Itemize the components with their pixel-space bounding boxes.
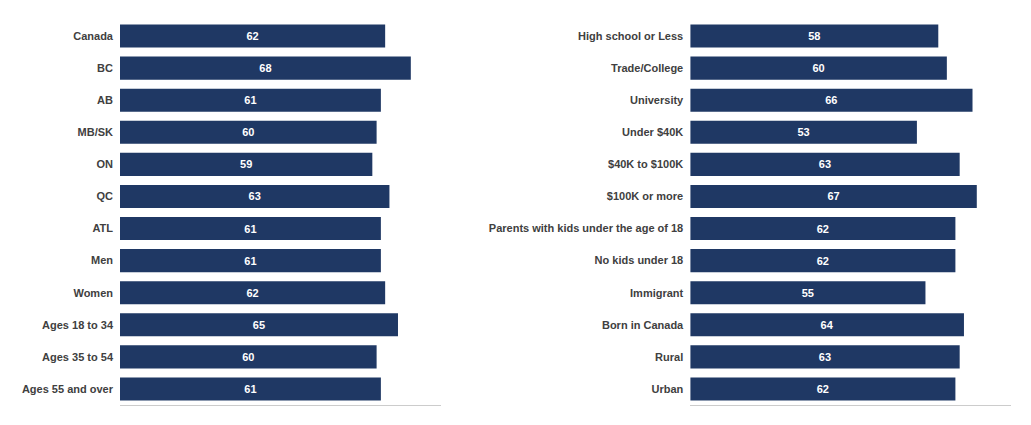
svg-text:Trade/College: Trade/College bbox=[611, 62, 683, 74]
svg-text:58: 58 bbox=[808, 30, 820, 42]
svg-text:Ages 18 to 34: Ages 18 to 34 bbox=[42, 319, 114, 331]
svg-text:63: 63 bbox=[249, 190, 261, 202]
svg-text:55: 55 bbox=[802, 287, 814, 299]
svg-text:53: 53 bbox=[797, 126, 809, 138]
svg-text:60: 60 bbox=[242, 351, 254, 363]
svg-text:62: 62 bbox=[817, 255, 829, 267]
svg-text:66: 66 bbox=[825, 94, 837, 106]
svg-text:63: 63 bbox=[819, 158, 831, 170]
svg-text:BC: BC bbox=[97, 62, 113, 74]
svg-text:High school or Less: High school or Less bbox=[578, 30, 683, 42]
svg-text:64: 64 bbox=[821, 319, 834, 331]
svg-text:Parents with kids under the ag: Parents with kids under the age of 18 bbox=[489, 222, 683, 234]
svg-text:University: University bbox=[630, 94, 684, 106]
svg-text:67: 67 bbox=[827, 190, 839, 202]
svg-text:Women: Women bbox=[73, 287, 113, 299]
svg-text:61: 61 bbox=[244, 255, 256, 267]
svg-text:Born in Canada: Born in Canada bbox=[602, 319, 684, 331]
svg-text:62: 62 bbox=[817, 223, 829, 235]
svg-text:Ages 35 to 54: Ages 35 to 54 bbox=[42, 351, 114, 363]
svg-text:Rural: Rural bbox=[655, 351, 683, 363]
svg-text:Men: Men bbox=[91, 254, 113, 266]
svg-text:61: 61 bbox=[244, 383, 256, 395]
svg-text:61: 61 bbox=[244, 223, 256, 235]
svg-text:65: 65 bbox=[253, 319, 265, 331]
svg-text:AB: AB bbox=[97, 94, 113, 106]
svg-text:62: 62 bbox=[246, 30, 258, 42]
svg-text:Under $40K: Under $40K bbox=[622, 126, 683, 138]
svg-text:62: 62 bbox=[246, 287, 258, 299]
svg-text:Urban: Urban bbox=[651, 383, 683, 395]
svg-text:Ages 55 and over: Ages 55 and over bbox=[22, 383, 114, 395]
svg-text:Canada: Canada bbox=[73, 30, 114, 42]
svg-text:ON: ON bbox=[97, 158, 114, 170]
svg-text:63: 63 bbox=[819, 351, 831, 363]
svg-text:61: 61 bbox=[244, 94, 256, 106]
svg-text:ATL: ATL bbox=[92, 222, 113, 234]
svg-text:68: 68 bbox=[259, 62, 271, 74]
svg-text:$40K to $100K: $40K to $100K bbox=[608, 158, 683, 170]
svg-text:60: 60 bbox=[242, 126, 254, 138]
svg-text:QC: QC bbox=[97, 190, 114, 202]
svg-text:60: 60 bbox=[812, 62, 824, 74]
svg-text:No kids under 18: No kids under 18 bbox=[595, 254, 684, 266]
svg-text:62: 62 bbox=[817, 383, 829, 395]
svg-text:59: 59 bbox=[240, 158, 252, 170]
svg-text:$100K or more: $100K or more bbox=[607, 190, 683, 202]
svg-text:MB/SK: MB/SK bbox=[78, 126, 114, 138]
svg-text:Immigrant: Immigrant bbox=[630, 287, 684, 299]
